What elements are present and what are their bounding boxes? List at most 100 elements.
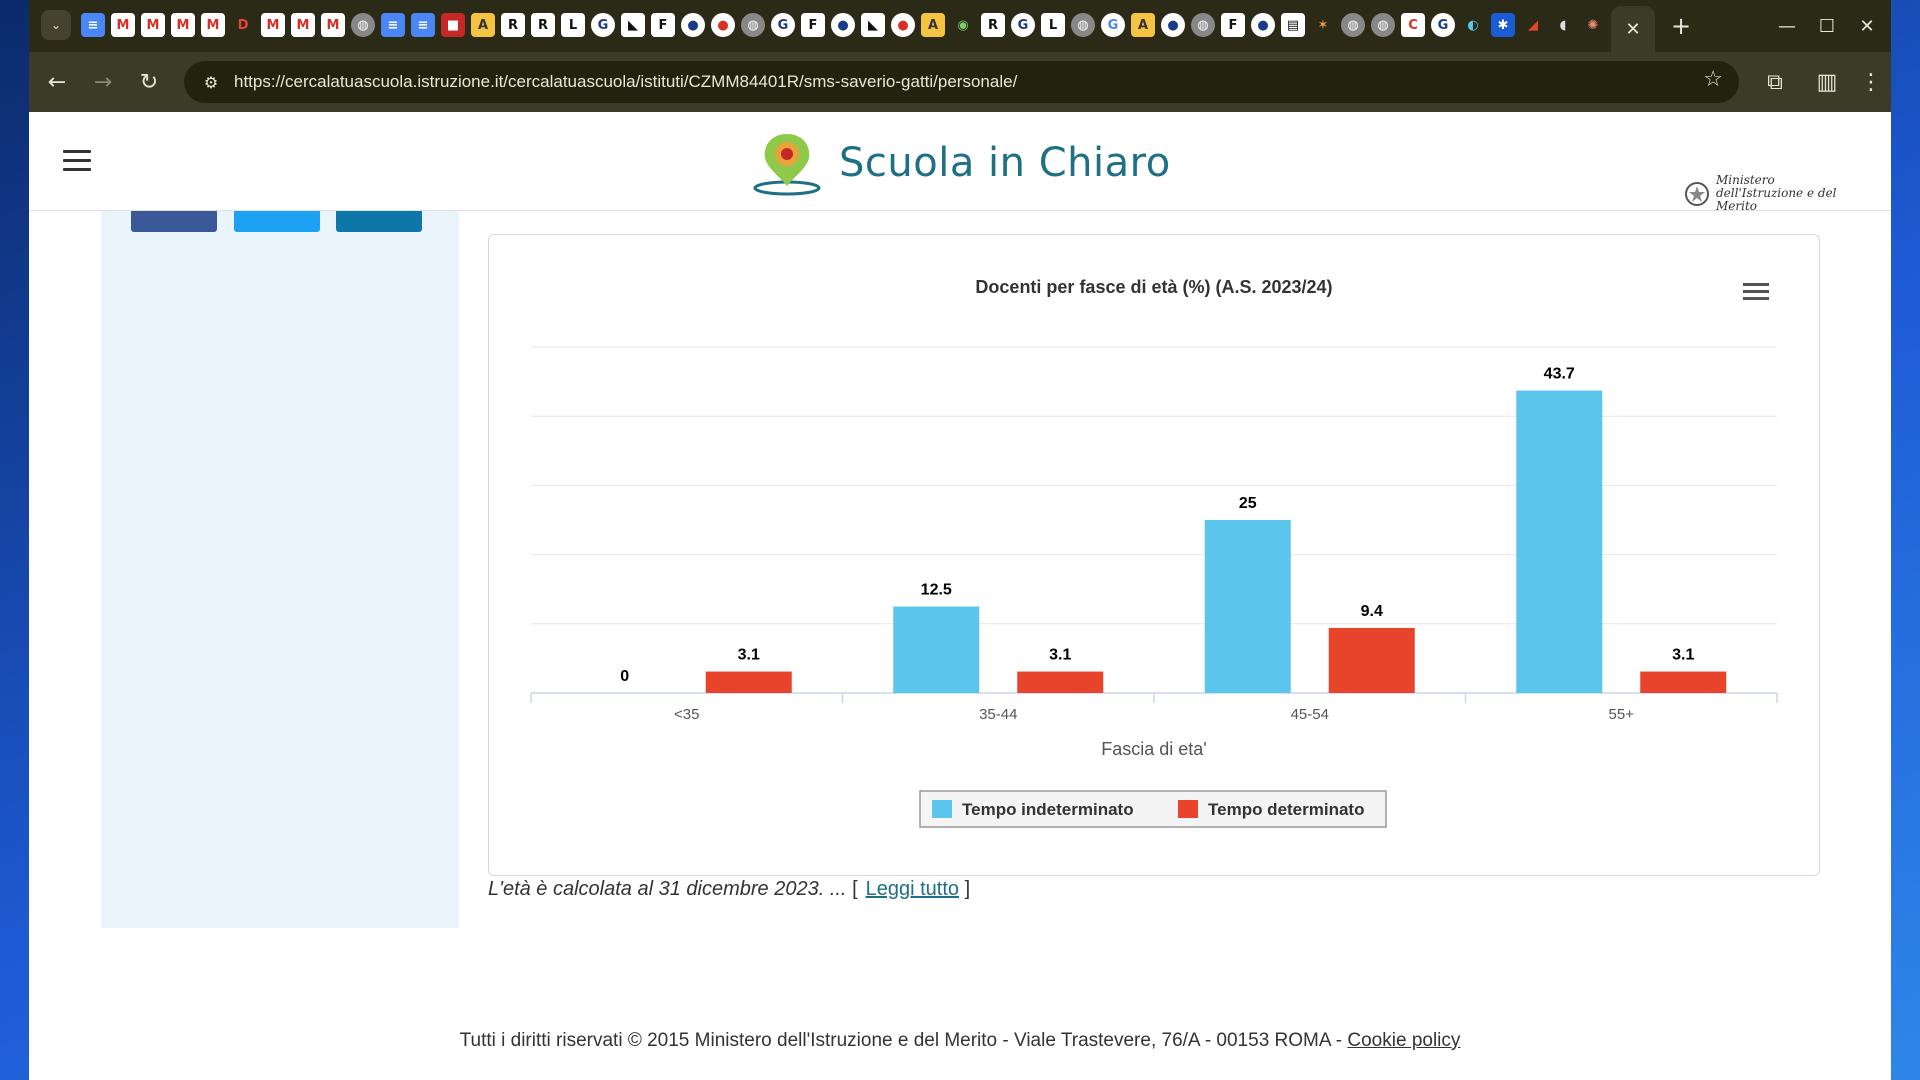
forward-arrow-icon[interactable]: → bbox=[93, 69, 113, 95]
news-tab-icon[interactable]: L bbox=[561, 13, 585, 37]
globe-tab-icon[interactable]: ◍ bbox=[351, 13, 375, 37]
site-settings-icon[interactable]: ⚙ bbox=[203, 72, 219, 92]
app-tab-icon[interactable]: D bbox=[231, 13, 255, 37]
chart-export-menu-icon[interactable] bbox=[1743, 283, 1769, 303]
globe-tab-icon[interactable]: ◍ bbox=[1071, 13, 1095, 37]
chart-card: Docenti per fasce di età (%) (A.S. 2023/… bbox=[488, 234, 1820, 876]
menu-kebab-icon[interactable]: ⋮ bbox=[1860, 69, 1882, 95]
docs-tab-icon[interactable]: ≡ bbox=[381, 13, 405, 37]
gmail-tab-icon[interactable]: M bbox=[111, 13, 135, 37]
app-tab-icon[interactable]: ◢ bbox=[1521, 13, 1545, 37]
news-tab-icon[interactable]: G bbox=[591, 13, 615, 37]
hamburger-menu-icon[interactable] bbox=[63, 150, 91, 172]
data-label: 3.1 bbox=[738, 647, 760, 664]
app-tab-icon[interactable]: ✱ bbox=[1491, 13, 1515, 37]
gmail-tab-icon[interactable]: M bbox=[201, 13, 225, 37]
x-tick-label: 45-54 bbox=[1291, 706, 1329, 723]
tab-search-chevron-icon[interactable]: ⌄ bbox=[41, 10, 71, 40]
footnote-text: L'età è calcolata al 31 dicembre 2023. .… bbox=[488, 878, 847, 900]
legend-swatch bbox=[1178, 800, 1198, 818]
cookie-policy-link[interactable]: Cookie policy bbox=[1347, 1030, 1461, 1051]
docs-tab-icon[interactable]: ≡ bbox=[81, 13, 105, 37]
ministry-emblem: Ministero dell'Istruzione e del Merito bbox=[1684, 174, 1856, 213]
news-tab-icon[interactable]: G bbox=[771, 13, 795, 37]
app-tab-icon[interactable]: A bbox=[471, 13, 495, 37]
news-tab-icon[interactable]: L bbox=[1041, 13, 1065, 37]
x-axis-title: Fascia di eta' bbox=[1101, 739, 1207, 759]
web-page: Scuola in Chiaro Ministero dell'Istruzio… bbox=[29, 112, 1891, 1080]
news-tab-icon[interactable]: ■ bbox=[441, 13, 465, 37]
gmail-tab-icon[interactable]: M bbox=[321, 13, 345, 37]
age-footnote: L'età è calcolata al 31 dicembre 2023. .… bbox=[488, 878, 970, 901]
news-tab-icon[interactable]: ● bbox=[831, 13, 855, 37]
page-tab-icon[interactable]: ◣ bbox=[861, 13, 885, 37]
app-tab-icon[interactable]: A bbox=[921, 13, 945, 37]
bar-tempo-indeterminato bbox=[1516, 390, 1603, 693]
globe-tab-icon[interactable]: ◍ bbox=[1191, 13, 1215, 37]
news-tab-icon[interactable]: ● bbox=[681, 13, 705, 37]
news-tab-icon[interactable]: ● bbox=[711, 13, 735, 37]
site-title: Scuola in Chiaro bbox=[839, 140, 1171, 186]
app-tab-icon[interactable]: A bbox=[1131, 13, 1155, 37]
app-tab-icon[interactable]: ✶ bbox=[1311, 13, 1335, 37]
pinned-tab-favicons: ≡ M M M M D M M M ◍ ≡ ≡ ■ A R R L G ◣ F … bbox=[81, 13, 1605, 37]
active-tab-close-icon[interactable]: ✕ bbox=[1611, 6, 1655, 52]
bar-tempo-determinato bbox=[1640, 671, 1727, 693]
location-pin-logo-icon bbox=[753, 134, 821, 196]
address-bar[interactable]: ⚙ https://cercalatuascuola.istruzione.it… bbox=[184, 61, 1739, 103]
news-tab-icon[interactable]: ● bbox=[1161, 13, 1185, 37]
news-tab-icon[interactable]: C bbox=[1401, 13, 1425, 37]
bar-tempo-indeterminato bbox=[893, 606, 980, 693]
globe-tab-icon[interactable]: ◍ bbox=[741, 13, 765, 37]
news-tab-icon[interactable]: F bbox=[651, 13, 675, 37]
linkedin-share-button[interactable] bbox=[336, 210, 422, 232]
minimize-icon[interactable]: — bbox=[1778, 15, 1796, 37]
close-window-icon[interactable]: ✕ bbox=[1859, 15, 1875, 37]
app-tab-icon[interactable]: ✺ bbox=[1581, 13, 1605, 37]
bar-tempo-indeterminato bbox=[1204, 520, 1291, 693]
facebook-share-button[interactable] bbox=[131, 210, 217, 232]
browser-window: ⌄ ≡ M M M M D M M M ◍ ≡ ≡ ■ A R R L G ◣ … bbox=[29, 0, 1891, 1080]
back-arrow-icon[interactable]: ← bbox=[47, 69, 67, 95]
browser-toolbar: ← → ↻ ⚙ https://cercalatuascuola.istruzi… bbox=[29, 52, 1891, 112]
news-tab-icon[interactable]: G bbox=[1431, 13, 1455, 37]
news-tab-icon[interactable]: R bbox=[531, 13, 555, 37]
gmail-tab-icon[interactable]: M bbox=[141, 13, 165, 37]
app-tab-icon[interactable]: ◖ bbox=[1551, 13, 1575, 37]
news-tab-icon[interactable]: ● bbox=[891, 13, 915, 37]
app-tab-icon[interactable]: ◐ bbox=[1461, 13, 1485, 37]
chart-title: Docenti per fasce di età (%) (A.S. 2023/… bbox=[975, 277, 1333, 297]
news-tab-icon[interactable]: ● bbox=[1251, 13, 1275, 37]
maximize-icon[interactable]: ☐ bbox=[1818, 15, 1836, 37]
legend-label: Tempo indeterminato bbox=[962, 800, 1134, 819]
data-label: 9.4 bbox=[1361, 603, 1383, 620]
news-tab-icon[interactable]: F bbox=[801, 13, 825, 37]
google-tab-icon[interactable]: G bbox=[1101, 13, 1125, 37]
news-tab-icon[interactable]: G bbox=[1011, 13, 1035, 37]
new-tab-plus-icon[interactable]: + bbox=[1670, 12, 1692, 40]
page-tab-icon[interactable]: ◣ bbox=[621, 13, 645, 37]
side-panel-icon[interactable]: ▥ bbox=[1816, 69, 1838, 95]
news-tab-icon[interactable]: R bbox=[981, 13, 1005, 37]
gmail-tab-icon[interactable]: M bbox=[291, 13, 315, 37]
news-tab-icon[interactable]: F bbox=[1221, 13, 1245, 37]
url-text[interactable]: https://cercalatuascuola.istruzione.it/c… bbox=[234, 72, 1018, 91]
site-logo[interactable]: Scuola in Chiaro bbox=[751, 128, 1171, 198]
twitter-share-button[interactable] bbox=[234, 210, 320, 232]
gmail-tab-icon[interactable]: M bbox=[171, 13, 195, 37]
globe-tab-icon[interactable]: ◍ bbox=[1341, 13, 1365, 37]
legend-box bbox=[919, 790, 1387, 828]
maps-tab-icon[interactable]: ◉ bbox=[951, 13, 975, 37]
bookmark-star-icon[interactable]: ☆ bbox=[1703, 67, 1723, 92]
reload-icon[interactable]: ↻ bbox=[139, 69, 159, 95]
page-tab-icon[interactable]: ▤ bbox=[1281, 13, 1305, 37]
x-tick-label: <35 bbox=[674, 706, 699, 723]
legend-swatch bbox=[932, 800, 952, 818]
gmail-tab-icon[interactable]: M bbox=[261, 13, 285, 37]
docs-tab-icon[interactable]: ≡ bbox=[411, 13, 435, 37]
extensions-puzzle-icon[interactable]: ⧉ bbox=[1767, 69, 1783, 95]
news-tab-icon[interactable]: R bbox=[501, 13, 525, 37]
ministry-name: Ministero dell'Istruzione e del Merito bbox=[1716, 173, 1837, 213]
read-more-link[interactable]: Leggi tutto bbox=[865, 878, 960, 900]
globe-tab-icon[interactable]: ◍ bbox=[1371, 13, 1395, 37]
